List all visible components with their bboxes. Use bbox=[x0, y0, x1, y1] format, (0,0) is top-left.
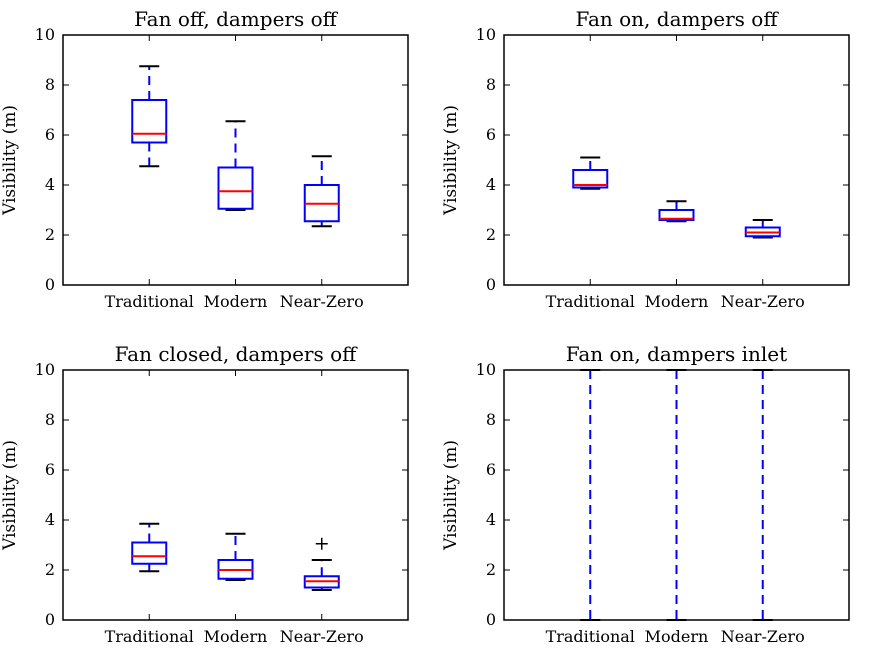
y-tick-label: 6 bbox=[486, 125, 496, 144]
y-tick-label: 2 bbox=[45, 560, 55, 579]
x-tick-label: Modern bbox=[645, 627, 709, 646]
y-tick-label: 4 bbox=[45, 510, 55, 529]
y-tick-label: 4 bbox=[45, 175, 55, 194]
x-tick-label: Near-Zero bbox=[280, 627, 364, 646]
x-tick-label: Modern bbox=[204, 292, 268, 311]
y-axis-label: Visibility (m) bbox=[0, 440, 20, 551]
y-tick-label: 6 bbox=[486, 460, 496, 479]
x-tick-label: Traditional bbox=[546, 627, 635, 646]
iqr-box bbox=[131, 99, 168, 144]
box-modern bbox=[217, 532, 254, 581]
y-axis-label: Visibility (m) bbox=[441, 105, 461, 216]
y-tick-label: 4 bbox=[486, 175, 496, 194]
chart-panel-2: Fan on, dampers off Visibility (m) 0 2 4 6 8 10… bbox=[441, 7, 850, 311]
y-tick-label: 8 bbox=[486, 410, 496, 429]
chart-title: Fan closed, dampers off bbox=[115, 342, 358, 366]
chart-panel-3: Fan closed, dampers off Visibility (m) 0 2 4… bbox=[0, 342, 409, 646]
box-modern bbox=[658, 200, 695, 223]
y-tick-label: 8 bbox=[45, 75, 55, 94]
plot-frame bbox=[62, 34, 409, 286]
box-traditional bbox=[580, 369, 601, 621]
x-tick-label: Near-Zero bbox=[721, 627, 805, 646]
iqr-box bbox=[217, 166, 254, 210]
y-tick-label: 6 bbox=[45, 125, 55, 144]
iqr-box bbox=[572, 169, 609, 189]
y-tick-label: 4 bbox=[486, 510, 496, 529]
y-tick-label: 2 bbox=[486, 560, 496, 579]
plot-frame bbox=[62, 369, 409, 621]
y-tick-label: 0 bbox=[45, 275, 55, 294]
y-tick-label: 0 bbox=[486, 610, 496, 629]
y-tick-label: 10 bbox=[476, 25, 496, 44]
y-tick-label: 6 bbox=[45, 460, 55, 479]
y-tick-label: 0 bbox=[45, 610, 55, 629]
chart-panel-4: Fan on, dampers inlet Visibility (m) 0 2 4 6 8… bbox=[441, 342, 850, 646]
box-traditional bbox=[572, 156, 609, 190]
box-traditional bbox=[131, 522, 168, 573]
x-tick-label: Near-Zero bbox=[721, 292, 805, 311]
y-tick-label: 0 bbox=[486, 275, 496, 294]
box-near-zero bbox=[303, 155, 340, 228]
outlier-point bbox=[315, 537, 328, 550]
y-axis-label: Visibility (m) bbox=[441, 440, 461, 551]
y-tick-label: 8 bbox=[45, 410, 55, 429]
x-tick-label: Modern bbox=[204, 627, 268, 646]
x-tick-label: Traditional bbox=[546, 292, 635, 311]
chart-title: Fan on, dampers off bbox=[575, 7, 779, 31]
x-tick-label: Traditional bbox=[105, 292, 194, 311]
plot-frame bbox=[503, 369, 850, 621]
x-tick-label: Traditional bbox=[105, 627, 194, 646]
x-tick-label: Modern bbox=[645, 292, 709, 311]
y-tick-label: 2 bbox=[486, 225, 496, 244]
iqr-box bbox=[131, 541, 168, 565]
chart-panel-1: Fan off, dampers off Visibility (m) 0 2 4 6 8 1… bbox=[0, 7, 409, 311]
chart-title: Fan off, dampers off bbox=[134, 7, 338, 31]
chart-title: Fan on, dampers inlet bbox=[566, 342, 787, 366]
y-tick-label: 10 bbox=[35, 360, 55, 379]
box-near-zero bbox=[303, 537, 340, 591]
iqr-box bbox=[658, 209, 695, 221]
y-axis-label: Visibility (m) bbox=[0, 105, 20, 216]
plot-frame bbox=[503, 34, 850, 286]
y-tick-label: 2 bbox=[45, 225, 55, 244]
box-modern bbox=[666, 369, 687, 621]
box-modern bbox=[217, 120, 254, 211]
y-tick-label: 10 bbox=[476, 360, 496, 379]
y-tick-label: 10 bbox=[35, 25, 55, 44]
box-near-zero bbox=[752, 369, 773, 621]
x-tick-label: Near-Zero bbox=[280, 292, 364, 311]
y-tick-label: 8 bbox=[486, 75, 496, 94]
box-near-zero bbox=[744, 219, 781, 239]
box-traditional bbox=[131, 65, 168, 168]
